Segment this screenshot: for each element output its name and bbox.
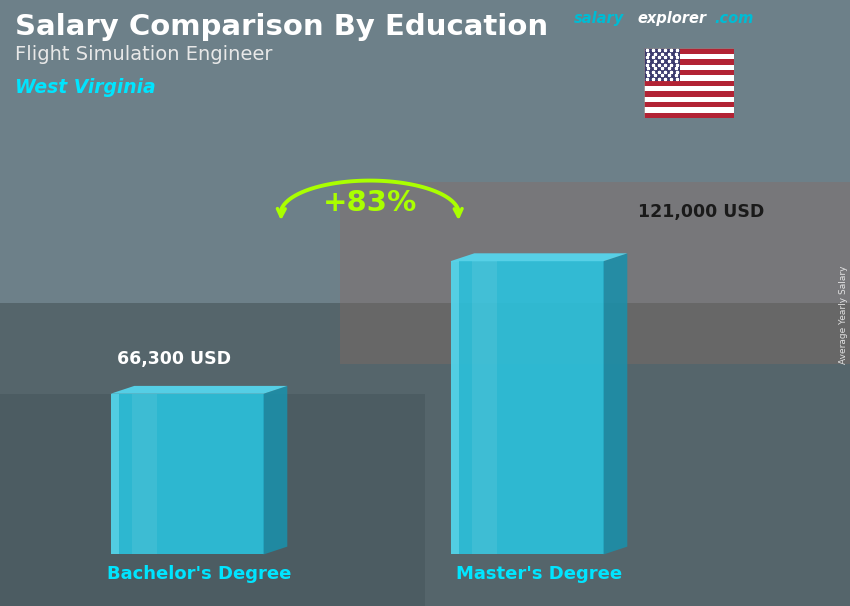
Polygon shape xyxy=(644,102,734,107)
Text: 121,000 USD: 121,000 USD xyxy=(638,203,764,221)
Polygon shape xyxy=(472,261,497,554)
Text: +83%: +83% xyxy=(323,189,416,217)
Polygon shape xyxy=(644,75,734,81)
Text: 66,300 USD: 66,300 USD xyxy=(117,350,231,368)
Polygon shape xyxy=(0,0,850,303)
Polygon shape xyxy=(644,107,734,113)
Polygon shape xyxy=(644,59,734,65)
Polygon shape xyxy=(644,113,734,118)
Polygon shape xyxy=(604,253,627,554)
Polygon shape xyxy=(0,394,425,606)
Polygon shape xyxy=(110,394,119,554)
Polygon shape xyxy=(450,253,627,261)
Text: Master's Degree: Master's Degree xyxy=(456,565,622,584)
Polygon shape xyxy=(644,70,734,75)
Polygon shape xyxy=(644,54,734,59)
Text: .com: .com xyxy=(714,11,753,26)
Polygon shape xyxy=(110,394,264,554)
Polygon shape xyxy=(644,92,734,97)
Text: Average Yearly Salary: Average Yearly Salary xyxy=(839,266,847,364)
Polygon shape xyxy=(644,48,734,54)
Text: salary: salary xyxy=(574,11,624,26)
Text: Bachelor's Degree: Bachelor's Degree xyxy=(107,565,291,584)
Polygon shape xyxy=(132,394,157,554)
Polygon shape xyxy=(644,48,680,81)
Polygon shape xyxy=(644,65,734,70)
Text: Salary Comparison By Education: Salary Comparison By Education xyxy=(15,13,548,41)
Polygon shape xyxy=(110,386,287,394)
Text: explorer: explorer xyxy=(638,11,706,26)
Polygon shape xyxy=(644,81,734,86)
Polygon shape xyxy=(0,303,850,606)
Text: West Virginia: West Virginia xyxy=(15,78,156,96)
Polygon shape xyxy=(264,386,287,554)
Polygon shape xyxy=(644,86,734,92)
Polygon shape xyxy=(644,97,734,102)
Polygon shape xyxy=(450,261,459,554)
Polygon shape xyxy=(450,261,604,554)
Text: Flight Simulation Engineer: Flight Simulation Engineer xyxy=(15,45,273,64)
Polygon shape xyxy=(340,182,850,364)
